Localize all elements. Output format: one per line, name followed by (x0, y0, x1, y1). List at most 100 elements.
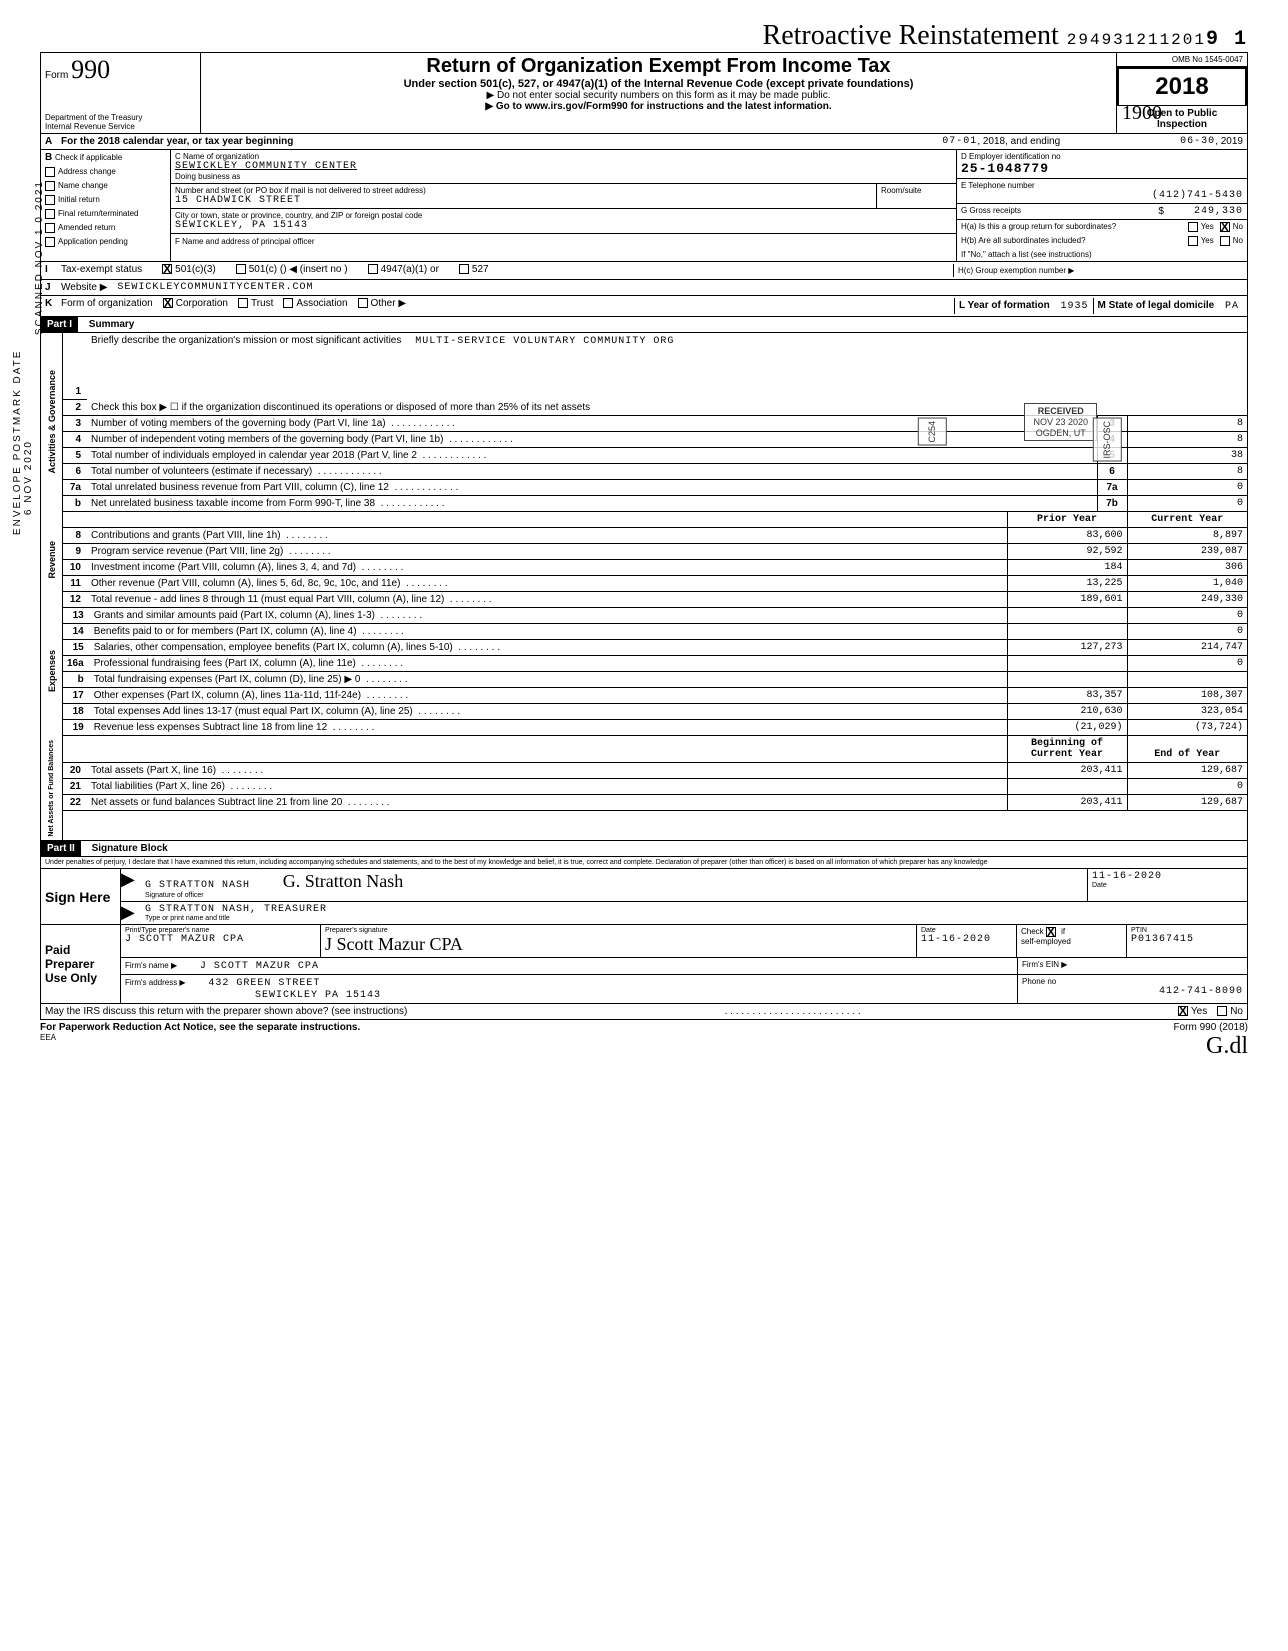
ein: 25-1048779 (961, 161, 1243, 176)
b-initial[interactable]: Initial return (58, 195, 100, 204)
opt-4947[interactable]: 4947(a)(1) or (381, 264, 439, 277)
b-final[interactable]: Final return/terminated (58, 209, 138, 218)
line-value: 8 (1127, 431, 1247, 447)
prior-value: 83,357 (1007, 687, 1127, 703)
form-title: Return of Organization Exempt From Incom… (205, 55, 1112, 78)
phone: (412)741-5430 (961, 190, 1243, 201)
g-dollar: $ (1158, 206, 1164, 217)
line-text: Total assets (Part X, line 16) . . . . .… (87, 763, 1007, 779)
hb-no[interactable]: No (1233, 236, 1243, 246)
firm-ein-label: Firm's EIN ▶ (1017, 958, 1247, 974)
self-employed: self-employed (1021, 937, 1071, 946)
footer-pra: For Paperwork Reduction Act Notice, see … (40, 1022, 360, 1033)
part1-label: Part I (41, 317, 78, 332)
line-text: Program service revenue (Part VIII, line… (87, 543, 1007, 559)
revenue-section: Revenue Prior Year Current Year 8 Contri… (40, 512, 1248, 608)
period-begin: 07-01 (942, 136, 977, 147)
side-net-text: Net Assets or Fund Balances (48, 736, 55, 841)
instr-ssn: ▶ Do not enter social security numbers o… (205, 90, 1112, 101)
k-corp[interactable]: Corporation (176, 298, 228, 314)
postmark-date: 6 NOV 2020 (23, 180, 34, 515)
b-amended[interactable]: Amended return (58, 223, 115, 232)
line-text: Contributions and grants (Part VIII, lin… (87, 528, 1007, 544)
city-label: City or town, state or province, country… (175, 211, 952, 220)
line-text: Total fundraising expenses (Part IX, col… (90, 671, 1007, 687)
current-value: 323,054 (1127, 703, 1247, 719)
line-text: Grants and similar amounts paid (Part IX… (90, 608, 1007, 624)
line-text: Other revenue (Part VIII, column (A), li… (87, 575, 1007, 591)
hb-yes[interactable]: Yes (1201, 236, 1214, 246)
prior-value: 13,225 (1007, 575, 1127, 591)
opt-527[interactable]: 527 (472, 264, 489, 277)
prior-value: 203,411 (1007, 763, 1127, 779)
k-trust[interactable]: Trust (251, 298, 273, 314)
opt-501c3[interactable]: 501(c)(3) (175, 264, 216, 277)
part2-label: Part II (41, 841, 81, 856)
prior-value (1007, 671, 1127, 687)
gross-receipts: 249,330 (1194, 206, 1243, 217)
doc-number: 294931211201 (1067, 31, 1206, 49)
line-a: A For the 2018 calendar year, or tax yea… (40, 134, 1248, 150)
line-text: Total unrelated business revenue from Pa… (87, 479, 1097, 495)
received-stamp: RECEIVED NOV 23 2020 OGDEN, UT (1024, 403, 1097, 441)
insert-no: ) ◀ (insert no ) (283, 264, 347, 277)
prior-value: 210,630 (1007, 703, 1127, 719)
line-value: 8 (1127, 416, 1247, 432)
current-value: 0 (1127, 608, 1247, 624)
line-a-text: For the 2018 calendar year, or tax year … (61, 136, 293, 147)
ha-no[interactable]: No (1233, 222, 1243, 232)
line-text: Total revenue - add lines 8 through 11 (… (87, 591, 1007, 607)
paid-label: Paid Preparer Use Only (41, 925, 121, 1003)
begin-cy-header: Beginning of Current Year (1007, 736, 1127, 763)
row-k: K Form of organization Corporation Trust… (40, 296, 1248, 317)
sig-print: G STRATTON NASH (145, 880, 250, 891)
current-value: 108,307 (1127, 687, 1247, 703)
part1-title: Summary (89, 319, 135, 330)
side-expenses: Expenses (41, 608, 63, 736)
if-label: if (1061, 927, 1065, 936)
b-pending[interactable]: Application pending (58, 237, 128, 246)
prep-sig-label: Preparer's signature (325, 927, 912, 934)
postmark-label: ENVELOPE POSTMARK DATE (12, 180, 23, 535)
opt-501c[interactable]: 501(c) ( (249, 264, 283, 277)
doc-number-suffix: 9 1 (1206, 28, 1248, 51)
discuss-text: May the IRS discuss this return with the… (45, 1006, 407, 1017)
discuss-yes[interactable]: Yes (1191, 1006, 1207, 1017)
firm-addr1: 432 GREEN STREET (208, 978, 320, 989)
b-name-change[interactable]: Name change (58, 181, 108, 190)
h-c: H(c) Group exemption number ▶ (953, 264, 1243, 277)
discuss-no[interactable]: No (1230, 1006, 1243, 1017)
line-text: Other expenses (Part IX, column (A), lin… (90, 687, 1007, 703)
website-value: SEWICKLEYCOMMUNITYCENTER.COM (117, 282, 313, 293)
d-label: D Employer identification no (961, 152, 1243, 161)
f-label: F Name and address of principal officer (175, 237, 314, 246)
footer-initials: G.dl (1206, 1033, 1248, 1060)
line1-value: MULTI-SERVICE VOLUNTARY COMMUNITY ORG (415, 336, 674, 347)
box-c: C Name of organization SEWICKLEY COMMUNI… (171, 150, 957, 261)
firm-addr-label: Firm's address ▶ (125, 978, 186, 987)
side-rev-text: Revenue (47, 537, 57, 583)
side-netassets: Net Assets or Fund Balances (41, 736, 63, 841)
k-other[interactable]: Other ▶ (371, 298, 406, 314)
ha-yes[interactable]: Yes (1201, 222, 1214, 232)
current-value: 0 (1127, 778, 1247, 794)
check-label: Check (1021, 927, 1044, 936)
current-value: 129,687 (1127, 794, 1247, 810)
period-end: 06-30 (1180, 136, 1215, 147)
officer-title: G STRATTON NASH, TREASURER (145, 904, 327, 915)
net-rows: 20 Total assets (Part X, line 16) . . . … (63, 763, 1247, 811)
row-i: I Tax-exempt status 501(c)(3) 501(c) ( )… (40, 262, 1248, 280)
street-value: 15 CHADWICK STREET (175, 195, 872, 206)
prep-phone-label: Phone no (1022, 977, 1243, 986)
h-b: H(b) Are all subordinates included? (961, 236, 1086, 246)
dept-treasury: Department of the Treasury (45, 113, 196, 122)
k-assoc[interactable]: Association (296, 298, 347, 314)
m-value: PA (1225, 301, 1239, 312)
line-text: Investment income (Part VIII, column (A)… (87, 559, 1007, 575)
e-label: E Telephone number (961, 181, 1243, 190)
current-value (1127, 671, 1247, 687)
b-addr-change[interactable]: Address change (58, 167, 116, 176)
current-value: 1,040 (1127, 575, 1247, 591)
retroactive-cursive: Retroactive Reinstatement (763, 20, 1059, 52)
line-text: Net unrelated business taxable income fr… (87, 495, 1097, 511)
